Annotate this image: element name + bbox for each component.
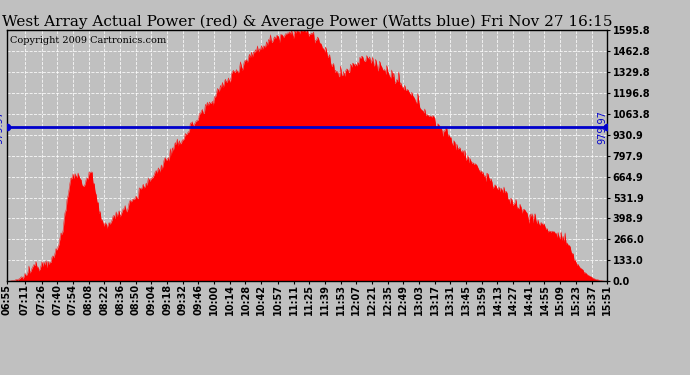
Text: 979.97: 979.97 — [0, 110, 4, 144]
Title: West Array Actual Power (red) & Average Power (Watts blue) Fri Nov 27 16:15: West Array Actual Power (red) & Average … — [2, 15, 612, 29]
Text: Copyright 2009 Cartronics.com: Copyright 2009 Cartronics.com — [10, 36, 166, 45]
Text: 979.97: 979.97 — [598, 110, 607, 144]
